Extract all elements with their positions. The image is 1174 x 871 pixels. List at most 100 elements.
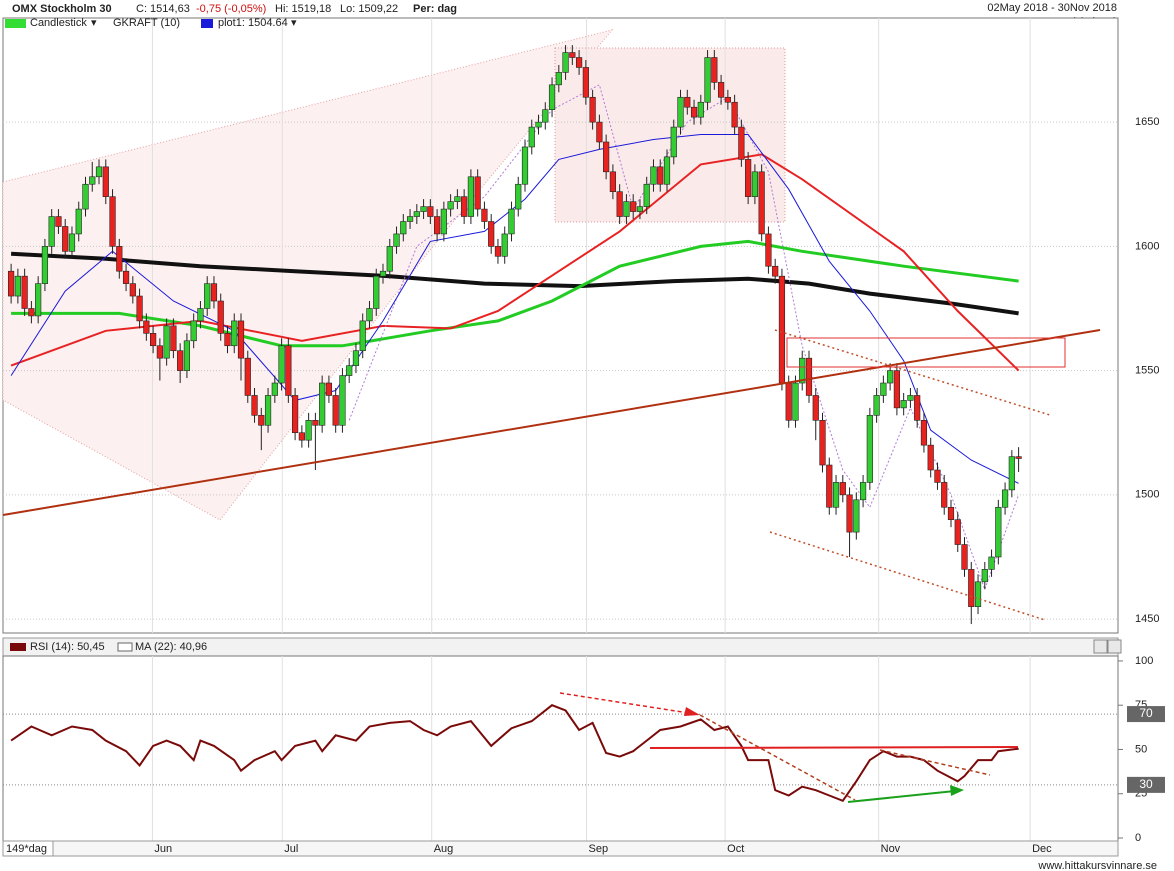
candle-body bbox=[731, 101, 738, 128]
legend-label: MA (22): 40,96 bbox=[135, 641, 207, 653]
candle-body bbox=[623, 201, 630, 217]
candle-body bbox=[89, 176, 96, 185]
candle-body bbox=[528, 126, 535, 148]
candle-body bbox=[866, 415, 873, 483]
candle-body bbox=[927, 444, 934, 471]
candle-body bbox=[379, 270, 387, 277]
candle-body bbox=[292, 395, 299, 434]
dropdown-arrow[interactable]: ▾ bbox=[291, 17, 297, 29]
candle-body bbox=[907, 395, 914, 401]
candle-body bbox=[596, 121, 603, 143]
candle-body bbox=[406, 216, 414, 222]
candle-body bbox=[758, 171, 765, 235]
x-tick-label: Oct bbox=[727, 843, 744, 855]
level-label: 70 bbox=[1139, 706, 1153, 720]
candle-body bbox=[920, 419, 928, 446]
candle-body bbox=[129, 283, 136, 297]
legend-swatch bbox=[5, 19, 26, 28]
candle-body bbox=[393, 233, 400, 247]
candle-body bbox=[488, 221, 495, 247]
change-value: -0,75 (-0,05%) bbox=[196, 3, 266, 15]
candle-body bbox=[177, 350, 184, 371]
candle-body bbox=[616, 191, 623, 217]
candle-body bbox=[156, 345, 163, 359]
x-tick-label: Jul bbox=[284, 843, 298, 855]
shaded-channel bbox=[2, 29, 614, 521]
annotation-line bbox=[649, 746, 1019, 749]
candle-body bbox=[792, 382, 799, 421]
candle-body bbox=[575, 57, 583, 68]
legend-swatch bbox=[201, 19, 213, 28]
candle-body bbox=[170, 325, 177, 352]
candle-body bbox=[826, 464, 833, 508]
candle-body bbox=[819, 419, 826, 466]
x-tick-label: Nov bbox=[881, 843, 901, 855]
candle-body bbox=[48, 216, 55, 247]
candle-body bbox=[974, 581, 982, 607]
candle-body bbox=[454, 196, 461, 202]
candle-body bbox=[609, 171, 617, 192]
y-tick-label: 1600 bbox=[1135, 240, 1159, 252]
candle-body bbox=[8, 270, 15, 297]
candle-body bbox=[41, 246, 49, 284]
candle-body bbox=[481, 208, 488, 222]
candle-body bbox=[812, 395, 819, 421]
candle-body bbox=[988, 556, 995, 570]
candle-body bbox=[704, 57, 711, 103]
legend-label: Candlestick bbox=[30, 17, 87, 29]
candle-body bbox=[136, 295, 143, 322]
candle-body bbox=[643, 183, 650, 207]
candle-body bbox=[562, 52, 569, 73]
level-box bbox=[1127, 706, 1165, 723]
candle-body bbox=[521, 146, 529, 185]
candle-body bbox=[900, 400, 907, 409]
candle-body bbox=[68, 233, 76, 252]
candle-body bbox=[366, 308, 373, 322]
settings-button[interactable] bbox=[1107, 639, 1122, 654]
candle-body bbox=[285, 345, 292, 396]
level-box bbox=[1127, 776, 1165, 793]
candle-body bbox=[717, 82, 725, 98]
candle-body bbox=[887, 370, 894, 384]
candle-body bbox=[244, 357, 251, 396]
candle-body bbox=[122, 270, 130, 284]
instrument-title: OMX Stockholm 30 bbox=[12, 3, 112, 15]
legend-swatch bbox=[117, 642, 133, 652]
candle-body bbox=[251, 395, 258, 416]
dropdown-arrow[interactable]: ▾ bbox=[91, 17, 97, 29]
legend-label: RSI (14): 50,45 bbox=[30, 641, 105, 653]
candle-body bbox=[359, 320, 366, 352]
candle-body bbox=[859, 482, 867, 501]
arrow-head bbox=[684, 707, 700, 716]
candle-body bbox=[467, 176, 475, 217]
candle-body bbox=[677, 96, 684, 128]
candle-body bbox=[325, 382, 333, 396]
candle-body bbox=[941, 482, 948, 508]
candle-body bbox=[961, 544, 968, 570]
source: www.hittakursvinnare.se bbox=[1037, 860, 1157, 871]
candle-body bbox=[474, 176, 481, 210]
annotation-arrow bbox=[559, 692, 696, 715]
candle-body bbox=[697, 101, 704, 118]
candle-body bbox=[711, 57, 718, 83]
candle-body bbox=[515, 183, 522, 210]
candle-body bbox=[738, 126, 745, 160]
candle-body bbox=[670, 126, 677, 158]
candle-body bbox=[332, 395, 339, 426]
candle-body bbox=[352, 350, 360, 366]
candle-body bbox=[846, 494, 853, 533]
x-tick-label: Jun bbox=[154, 843, 172, 855]
candle-body bbox=[981, 569, 988, 583]
candle-body bbox=[501, 233, 508, 257]
candle-body bbox=[914, 395, 921, 421]
y-tick-label: 1450 bbox=[1135, 613, 1159, 625]
candle-body bbox=[772, 265, 779, 277]
zoom-button[interactable] bbox=[1093, 639, 1108, 654]
candle-body bbox=[55, 216, 62, 227]
low-value: Lo: 1509,22 bbox=[340, 3, 398, 15]
candle-body bbox=[954, 519, 961, 545]
candle-body bbox=[555, 72, 562, 86]
y-tick-label: 1500 bbox=[1135, 489, 1159, 501]
candle-body bbox=[839, 482, 846, 496]
